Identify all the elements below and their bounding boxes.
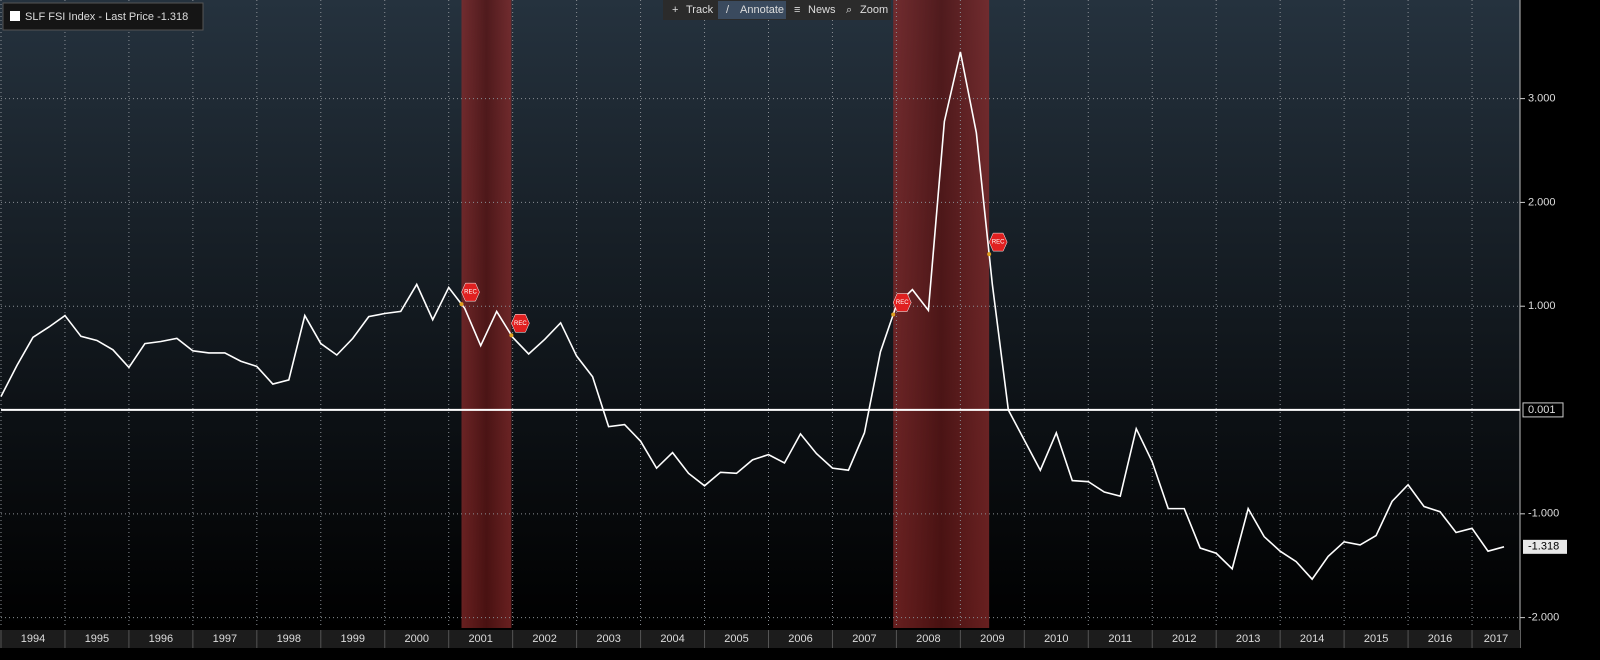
plot-area [0,0,1520,628]
rec-point [509,333,514,338]
x-tick-label: 2010 [1044,633,1068,645]
x-tick-label: 2004 [660,633,684,645]
toolbar-annotate[interactable]: Annotate [740,4,784,16]
icon: ≡ [794,4,800,16]
x-tick-label: 2011 [1108,633,1132,645]
toolbar-news[interactable]: News [808,4,836,16]
x-tick-label: 1999 [341,633,365,645]
rec-label: REC [896,300,909,306]
x-tick-label: 2000 [404,633,428,645]
x-tick-label: 2001 [468,633,492,645]
x-tick-label: 2007 [852,633,876,645]
rec-flag [892,293,912,312]
icon: + [672,4,678,16]
toolbar-active [718,1,786,19]
legend-name: SLF FSI Index - Last Price [25,11,154,23]
rec-flag [511,314,530,333]
icon: / [726,4,730,16]
x-tick-label: 1998 [277,633,301,645]
x-tick-label: 2005 [724,633,748,645]
y-tick-label: 1.000 [1528,300,1556,312]
reference-label-box [1522,402,1564,418]
x-tick-label: 1997 [213,633,237,645]
legend-label: SLF FSI Index - Last Price -1.318 [25,11,188,23]
recession-band [461,0,512,628]
rec-label: REC [464,290,477,296]
x-tick-label: 2013 [1236,633,1260,645]
rec-point [891,312,896,317]
x-tick-label: 2006 [788,633,812,645]
toolbar-track[interactable]: Track [686,4,714,16]
rec-label: REC [514,321,527,327]
x-axis-band [0,630,1520,648]
legend-swatch [10,11,20,21]
x-tick-label: 1995 [85,633,109,645]
x-tick-label: 2014 [1300,633,1324,645]
legend-value: -1.318 [157,11,188,23]
last-value-box [1523,539,1567,554]
legend-box [2,2,204,31]
y-tick-label: -1.000 [1528,508,1559,520]
series-line [0,51,1505,581]
x-tick-label: 2017 [1484,633,1508,645]
rec-flag [988,232,1008,252]
icon: ⌕ [846,4,852,16]
rec-flag [461,282,480,302]
x-tick-label: 2002 [532,633,556,645]
x-tick-label: 2015 [1364,633,1388,645]
x-tick-label: 2003 [596,633,620,645]
y-tick-label: -2.000 [1528,612,1559,624]
x-tick-label: 2016 [1428,633,1452,645]
last-value-label: -1.318 [1528,541,1559,553]
y-tick-label: 3.000 [1528,93,1556,105]
reference-label: 0.001 [1528,404,1556,416]
toolbar-zoom[interactable]: Zoom [860,4,888,16]
x-tick-label: 2008 [916,633,940,645]
recession-band [893,0,990,628]
x-tick-label: 1996 [149,633,173,645]
x-tick-label: 1994 [21,633,45,645]
x-tick-label: 2009 [980,633,1004,645]
rec-label: REC [992,240,1005,246]
rec-point [987,252,992,257]
y-tick-label: 2.000 [1528,196,1556,208]
x-tick-label: 2012 [1172,633,1196,645]
rec-point [459,302,464,307]
